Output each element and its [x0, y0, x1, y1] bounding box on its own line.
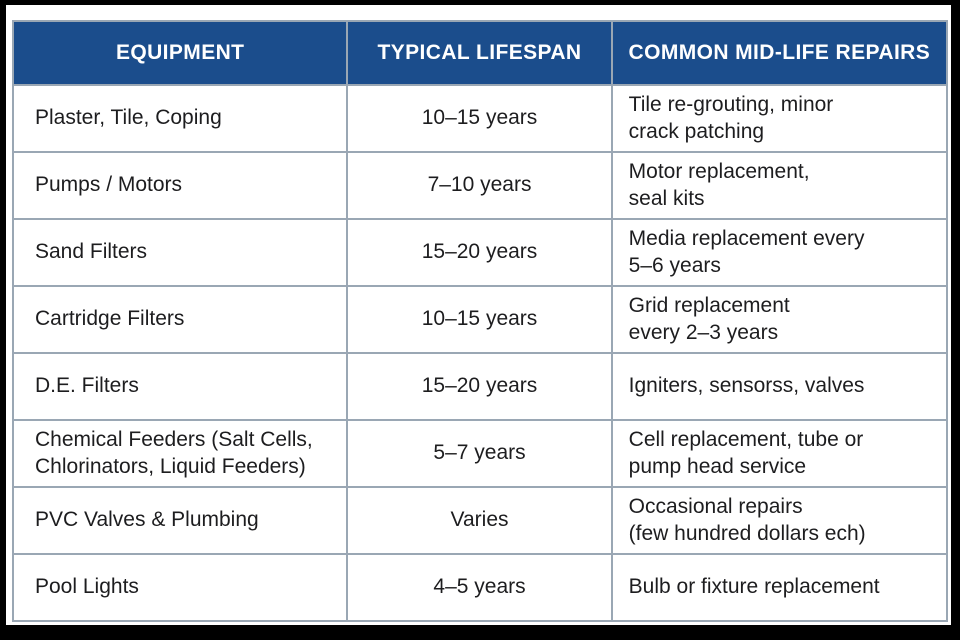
page-frame: EQUIPMENT TYPICAL LIFESPAN COMMON MID-LI…: [6, 5, 951, 625]
table-row: Pool Lights 4–5 years Bulb or fixture re…: [11, 553, 949, 622]
table-row: PVC Valves & Plumbing Varies Occasional …: [11, 486, 949, 555]
table-row: Sand Filters 15–20 years Media replaceme…: [11, 218, 949, 287]
repairs-cell: Igniters, sensorss, valves: [610, 352, 949, 421]
equipment-cell: Cartridge Filters: [11, 285, 349, 354]
lifespan-cell: 7–10 years: [346, 151, 613, 220]
repairs-cell: Motor replacement, seal kits: [610, 151, 949, 220]
lifespan-cell: Varies: [346, 486, 613, 555]
column-header-repairs: COMMON MID-LIFE REPAIRS: [610, 20, 949, 86]
equipment-cell: Chemical Feeders (Salt Cells, Chlorinato…: [11, 419, 349, 488]
repairs-cell: Media replacement every 5–6 years: [610, 218, 949, 287]
table-row: Chemical Feeders (Salt Cells, Chlorinato…: [11, 419, 949, 488]
equipment-cell: PVC Valves & Plumbing: [11, 486, 349, 555]
header-row: EQUIPMENT TYPICAL LIFESPAN COMMON MID-LI…: [11, 20, 949, 86]
equipment-cell: Pumps / Motors: [11, 151, 349, 220]
repairs-cell: Bulb or fixture replacement: [610, 553, 949, 622]
equipment-lifespan-table: EQUIPMENT TYPICAL LIFESPAN COMMON MID-LI…: [11, 20, 949, 622]
table-row: Plaster, Tile, Coping 10–15 years Tile r…: [11, 84, 949, 153]
lifespan-cell: 5–7 years: [346, 419, 613, 488]
lifespan-cell: 10–15 years: [346, 285, 613, 354]
repairs-cell: Occasional repairs (few hundred dollars …: [610, 486, 949, 555]
equipment-cell: D.E. Filters: [11, 352, 349, 421]
lifespan-cell: 15–20 years: [346, 218, 613, 287]
lifespan-cell: 4–5 years: [346, 553, 613, 622]
table-row: Cartridge Filters 10–15 years Grid repla…: [11, 285, 949, 354]
lifespan-cell: 10–15 years: [346, 84, 613, 153]
table-row: D.E. Filters 15–20 years Igniters, senso…: [11, 352, 949, 421]
repairs-cell: Grid replacement every 2–3 years: [610, 285, 949, 354]
repairs-cell: Cell replacement, tube or pump head serv…: [610, 419, 949, 488]
repairs-cell: Tile re-grouting, minor crack patching: [610, 84, 949, 153]
table-row: Pumps / Motors 7–10 years Motor replacem…: [11, 151, 949, 220]
lifespan-cell: 15–20 years: [346, 352, 613, 421]
column-header-lifespan: TYPICAL LIFESPAN: [346, 20, 613, 86]
equipment-cell: Sand Filters: [11, 218, 349, 287]
column-header-equipment: EQUIPMENT: [11, 20, 349, 86]
equipment-cell: Pool Lights: [11, 553, 349, 622]
equipment-cell: Plaster, Tile, Coping: [11, 84, 349, 153]
